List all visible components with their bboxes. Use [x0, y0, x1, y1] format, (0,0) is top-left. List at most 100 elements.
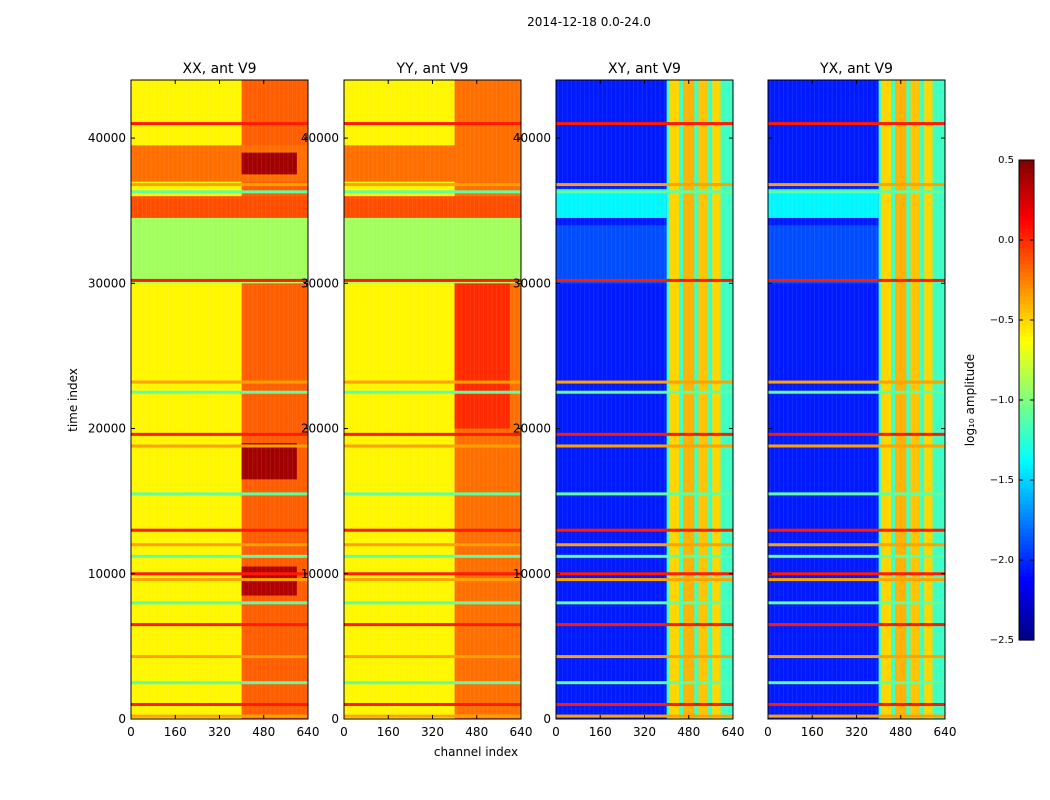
x-tick-label: 320 [208, 725, 231, 739]
x-tick-label: 480 [465, 725, 488, 739]
x-tick-label: 640 [934, 725, 957, 739]
colorbar-segment [1019, 452, 1034, 457]
flag-row [344, 183, 521, 186]
flag-row [556, 681, 733, 684]
flag-row [131, 433, 308, 436]
colorbar-segment [1019, 532, 1034, 537]
y-tick-label: 40000 [513, 131, 551, 145]
colorbar-segment [1019, 368, 1034, 373]
colorbar-segment [1019, 560, 1034, 565]
colorbar-segment [1019, 436, 1034, 441]
colorbar-segment [1019, 500, 1034, 505]
colorbar-segment [1019, 488, 1034, 493]
colorbar-segment [1019, 208, 1034, 213]
colorbar-segment [1019, 612, 1034, 617]
colorbar-segment [1019, 408, 1034, 413]
x-tick-label: 640 [297, 725, 320, 739]
colorbar-segment [1019, 584, 1034, 589]
colorbar-segment [1019, 580, 1034, 585]
heatmap-region [344, 218, 521, 283]
colorbar-segment [1019, 176, 1034, 181]
colorbar-segment [1019, 384, 1034, 389]
flag-row [131, 279, 308, 282]
colorbar-segment [1019, 200, 1034, 205]
flag-row [131, 391, 308, 394]
flag-row [131, 492, 308, 495]
colorbar-segment [1019, 492, 1034, 497]
y-tick-label: 0 [543, 712, 551, 726]
colorbar-segment [1019, 480, 1034, 485]
colorbar-segment [1019, 328, 1034, 333]
flag-row [556, 623, 733, 626]
colorbar-segment [1019, 620, 1034, 625]
colorbar-segment [1019, 188, 1034, 193]
colorbar-segment [1019, 232, 1034, 237]
flag-row [344, 703, 521, 706]
colorbar-segment [1019, 196, 1034, 201]
flag-row [344, 122, 521, 125]
colorbar-segment [1019, 496, 1034, 501]
flag-row [344, 444, 521, 447]
colorbar-segment [1019, 272, 1034, 277]
colorbar-segment [1019, 448, 1034, 453]
colorbar-segment [1019, 460, 1034, 465]
colorbar-segment [1019, 360, 1034, 365]
colorbar-segment [1019, 432, 1034, 437]
colorbar-segment [1019, 444, 1034, 449]
flag-row [344, 492, 521, 495]
colorbar-segment [1019, 240, 1034, 245]
colorbar-segment [1019, 252, 1034, 257]
flag-row [556, 703, 733, 706]
flag-row [344, 623, 521, 626]
y-tick-label: 20000 [513, 422, 551, 436]
flag-row [131, 703, 308, 706]
x-tick-label: 0 [764, 725, 772, 739]
panel-title: XY, ant V9 [608, 61, 681, 77]
flag-row [344, 572, 521, 575]
x-tick-label: 640 [722, 725, 745, 739]
x-tick-label: 160 [589, 725, 612, 739]
x-tick-label: 160 [164, 725, 187, 739]
heatmap-region [242, 153, 297, 175]
flag-row [344, 391, 521, 394]
y-tick-label: 30000 [513, 276, 551, 290]
flag-row [768, 681, 945, 684]
heatmap-area [768, 80, 945, 719]
colorbar-segment [1019, 260, 1034, 265]
colorbar-segment [1019, 540, 1034, 545]
colorbar-segment [1019, 332, 1034, 337]
colorbar-segment [1019, 552, 1034, 557]
colorbar-segment [1019, 512, 1034, 517]
flag-row [556, 183, 733, 186]
colorbar-segment [1019, 192, 1034, 197]
colorbar-segment [1019, 244, 1034, 249]
colorbar-segment [1019, 292, 1034, 297]
x-tick-label: 0 [552, 725, 560, 739]
x-tick-label: 320 [633, 725, 656, 739]
colorbar-segment [1019, 172, 1034, 177]
flag-row [768, 655, 945, 658]
flag-row [131, 381, 308, 384]
y-tick-label: 10000 [88, 567, 126, 581]
y-tick-label: 40000 [88, 131, 126, 145]
flag-row [131, 623, 308, 626]
flag-row [768, 529, 945, 532]
colorbar-segment [1019, 296, 1034, 301]
x-tick-label: 320 [845, 725, 868, 739]
colorbar-segment [1019, 564, 1034, 569]
panel-xx: XX, ant V9 0 160 320 480 640 0 10000 20000 30000 4… [88, 61, 320, 739]
colorbar-segment [1019, 600, 1034, 605]
colorbar-segment [1019, 336, 1034, 341]
colorbar-segment [1019, 276, 1034, 281]
flag-row [344, 190, 521, 193]
colorbar-segment [1019, 596, 1034, 601]
colorbar-segment [1019, 324, 1034, 329]
x-tick-label: 320 [421, 725, 444, 739]
colorbar-segment [1019, 364, 1034, 369]
flag-row [768, 623, 945, 626]
y-axis-label: time index [66, 368, 80, 432]
colorbar-segment [1019, 216, 1034, 221]
colorbar-segment [1019, 160, 1034, 165]
panel-yx: YX, ant V90 160 320 480 640 [764, 61, 956, 739]
colorbar-segment [1019, 248, 1034, 253]
